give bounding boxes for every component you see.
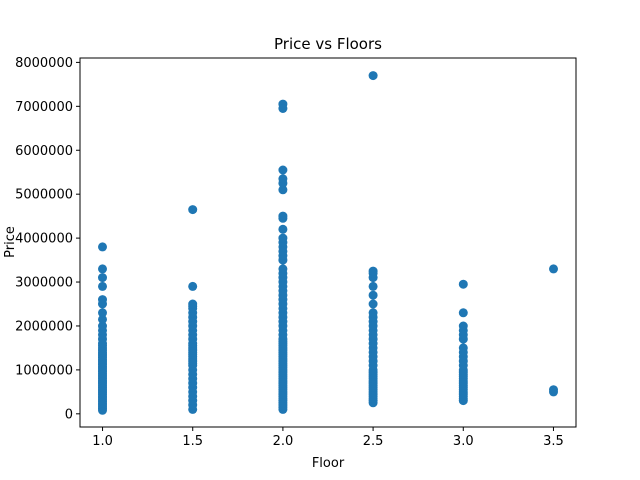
data-point bbox=[458, 279, 468, 289]
x-axis-label: Floor bbox=[312, 456, 345, 471]
x-tick-label: 3.0 bbox=[453, 434, 474, 449]
data-point bbox=[458, 308, 468, 318]
y-tick-label: 8000000 bbox=[15, 56, 73, 71]
data-point bbox=[188, 299, 198, 309]
y-tick-label: 4000000 bbox=[15, 232, 73, 247]
data-point bbox=[98, 321, 107, 331]
y-tick-label: 5000000 bbox=[15, 188, 73, 203]
x-axis-ticks: 1.0 1.5 2.0 2.5 3.0 3.5 bbox=[92, 427, 564, 449]
data-point bbox=[278, 174, 288, 184]
data-point bbox=[368, 308, 378, 318]
data-point bbox=[98, 281, 107, 291]
data-point bbox=[458, 343, 468, 353]
data-point bbox=[98, 295, 107, 305]
data-point bbox=[368, 71, 378, 81]
data-point bbox=[188, 205, 198, 215]
x-tick-label: 2.0 bbox=[273, 434, 294, 449]
data-point bbox=[549, 385, 558, 395]
y-tick-label: 3000000 bbox=[15, 276, 73, 291]
data-point bbox=[98, 242, 107, 252]
data-point bbox=[278, 165, 288, 175]
data-point bbox=[368, 281, 378, 291]
x-tick-label: 3.5 bbox=[543, 434, 564, 449]
x-tick-label: 2.5 bbox=[363, 434, 384, 449]
x-tick-label: 1.5 bbox=[182, 434, 203, 449]
data-points bbox=[98, 71, 558, 415]
y-tick-label: 0 bbox=[65, 407, 73, 422]
y-tick-label: 2000000 bbox=[15, 319, 73, 334]
plot-frame bbox=[79, 57, 577, 428]
data-point bbox=[549, 264, 558, 274]
data-point bbox=[458, 321, 468, 331]
data-point bbox=[98, 314, 107, 324]
y-axis-label: Price bbox=[3, 226, 18, 258]
data-point bbox=[278, 224, 288, 234]
data-point bbox=[98, 273, 107, 283]
data-point bbox=[278, 211, 288, 221]
y-axis-ticks: 0 1000000 2000000 3000000 4000000 5000000 6000… bbox=[15, 56, 80, 422]
y-tick-label: 6000000 bbox=[15, 144, 73, 159]
data-point bbox=[278, 104, 288, 113]
y-tick-label: 7000000 bbox=[15, 100, 73, 115]
data-point bbox=[98, 308, 107, 318]
data-point bbox=[278, 264, 288, 274]
data-point bbox=[188, 281, 198, 291]
data-point bbox=[278, 185, 288, 195]
x-tick-label: 1.0 bbox=[92, 434, 113, 449]
data-point bbox=[98, 264, 107, 274]
chart-title: Price vs Floors bbox=[274, 35, 382, 53]
data-point bbox=[368, 290, 378, 300]
y-tick-label: 1000000 bbox=[15, 363, 73, 378]
data-point bbox=[278, 233, 288, 243]
data-point bbox=[368, 299, 378, 309]
data-point bbox=[368, 266, 378, 276]
